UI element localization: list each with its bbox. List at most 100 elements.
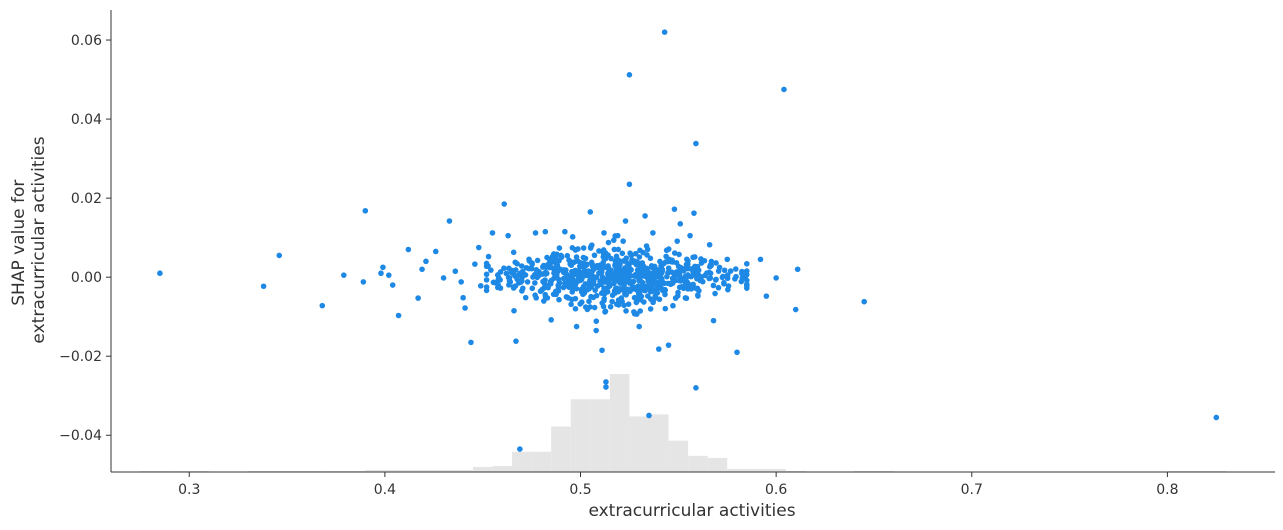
y-tick-label: −0.02: [59, 349, 102, 365]
data-point: [519, 288, 525, 294]
data-point: [693, 140, 699, 147]
data-point: [727, 268, 734, 274]
data-point: [707, 270, 714, 277]
data-point: [781, 86, 787, 93]
data-point: [581, 290, 588, 296]
data-point: [590, 267, 596, 274]
data-point: [710, 317, 717, 324]
histogram-bar: [727, 468, 747, 472]
data-point: [578, 276, 585, 283]
data-point: [706, 241, 713, 248]
data-point: [725, 286, 731, 293]
data-point: [733, 266, 739, 272]
data-point: [588, 242, 595, 248]
data-point: [691, 210, 697, 216]
data-point: [624, 273, 631, 279]
data-point: [676, 251, 682, 258]
y-axis-label: SHAP value for extracurricular activitie…: [9, 136, 49, 343]
data-point: [605, 239, 612, 246]
histogram-bar: [512, 451, 532, 472]
data-point: [505, 274, 512, 281]
histogram-bar: [668, 440, 689, 472]
data-point: [685, 258, 691, 264]
data-point: [545, 284, 551, 291]
data-point: [395, 312, 402, 319]
data-point: [667, 281, 674, 288]
data-point: [532, 271, 538, 278]
histogram-bar: [551, 426, 571, 472]
data-point: [582, 304, 589, 310]
data-point: [573, 323, 580, 330]
data-point: [590, 294, 597, 301]
data-point: [632, 250, 639, 257]
y-tick-label: 0.04: [71, 112, 102, 128]
data-point: [524, 279, 531, 285]
data-point: [609, 298, 615, 305]
data-point: [710, 282, 717, 289]
data-point: [550, 265, 556, 272]
data-point: [631, 309, 637, 315]
data-point: [620, 238, 626, 244]
data-point: [532, 230, 539, 236]
data-point: [606, 281, 612, 287]
data-point: [650, 230, 656, 236]
data-point: [624, 260, 630, 266]
data-point: [533, 267, 540, 273]
data-point: [577, 263, 584, 270]
data-point: [485, 263, 491, 269]
data-point: [614, 232, 621, 239]
data-point: [609, 273, 616, 280]
data-point: [733, 273, 739, 280]
histogram-bar: [854, 470, 894, 472]
data-point: [452, 268, 459, 275]
data-point: [556, 266, 562, 272]
data-point: [490, 279, 497, 286]
data-point: [541, 281, 548, 287]
data-point: [694, 263, 701, 270]
data-point: [483, 271, 490, 278]
histogram-bar: [531, 451, 552, 472]
data-point: [610, 237, 617, 243]
x-tick-label: 0.5: [569, 482, 591, 498]
y-tick-label: 0.02: [71, 191, 102, 207]
data-point: [626, 181, 633, 188]
data-point: [621, 302, 627, 309]
data-point: [623, 308, 629, 314]
histogram-bar: [707, 457, 728, 472]
data-point: [682, 273, 689, 280]
data-point: [477, 283, 484, 289]
data-point: [682, 282, 689, 288]
data-point: [501, 201, 508, 207]
data-point: [599, 347, 605, 354]
data-point: [593, 327, 599, 334]
data-point: [677, 221, 684, 227]
x-tick-label: 0.4: [374, 482, 396, 498]
data-point: [567, 278, 574, 285]
data-point: [698, 260, 705, 266]
data-point: [599, 275, 606, 282]
data-point: [651, 273, 658, 280]
data-point: [692, 272, 699, 279]
data-point: [517, 446, 523, 452]
data-point: [585, 271, 592, 277]
data-point: [607, 303, 614, 310]
data-point: [534, 257, 541, 264]
data-point: [580, 245, 587, 251]
data-point: [589, 263, 596, 270]
data-point: [739, 270, 745, 277]
data-point: [516, 280, 522, 286]
y-axis-label-line-2: extracurricular activities: [29, 136, 49, 343]
data-point: [605, 252, 611, 259]
histogram-bar: [609, 374, 630, 472]
data-point: [671, 250, 678, 256]
x-tick-label: 0.7: [961, 482, 983, 498]
x-tick-label: 0.6: [765, 482, 787, 498]
data-point: [569, 296, 575, 303]
data-point: [743, 281, 750, 288]
data-point: [573, 280, 579, 287]
data-point: [472, 261, 478, 267]
data-point: [522, 294, 529, 301]
data-point: [861, 298, 867, 305]
histogram-bar: [492, 465, 513, 472]
data-point: [695, 293, 701, 299]
